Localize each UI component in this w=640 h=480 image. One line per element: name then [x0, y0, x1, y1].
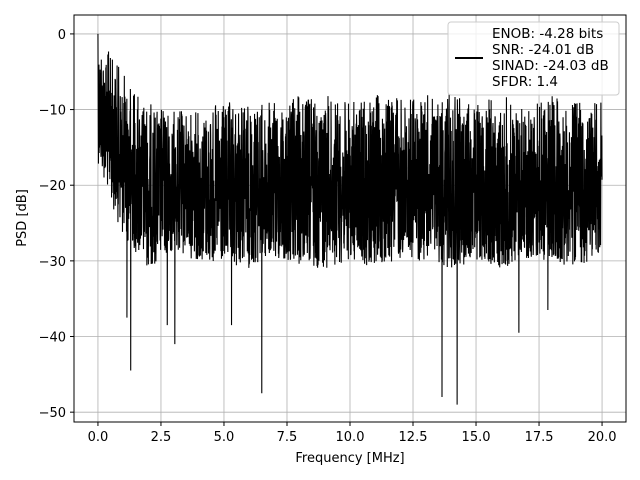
y-tick-label: −10 [39, 104, 66, 119]
x-axis-label: Frequency [MHz] [295, 451, 404, 466]
y-tick-label: −30 [39, 255, 66, 270]
x-tick-label: 17.5 [525, 430, 554, 445]
y-tick-label: −20 [39, 179, 66, 194]
y-ticks: 0 −10 −20 −30 −40 −50 [39, 28, 74, 421]
psd-trace [97, 33, 603, 405]
x-tick-label: 5.0 [214, 430, 235, 445]
x-tick-label: 10.0 [336, 430, 365, 445]
x-tick-label: 15.0 [462, 430, 491, 445]
x-tick-label: 0.0 [88, 430, 109, 445]
legend-text-sfdr: SFDR: 1.4 [492, 74, 558, 90]
legend-text-enob: ENOB: -4.28 bits [492, 26, 603, 42]
legend: ENOB: -4.28 bits SNR: -24.01 dB SINAD: -… [447, 21, 620, 96]
y-tick-label: 0 [58, 28, 66, 43]
psd-series [97, 33, 603, 405]
x-tick-label: 20.0 [588, 430, 617, 445]
y-tick-label: −50 [39, 406, 66, 421]
y-tick-label: −40 [39, 331, 66, 346]
x-ticks: 0.0 2.5 5.0 7.5 10.0 12.5 15.0 17.5 20.0 [88, 422, 617, 445]
x-tick-label: 2.5 [151, 430, 172, 445]
legend-text-snr: SNR: -24.01 dB [492, 42, 594, 58]
x-tick-label: 7.5 [277, 430, 298, 445]
x-tick-label: 12.5 [399, 430, 428, 445]
y-axis-label: PSD [dB] [15, 189, 30, 247]
legend-text-sinad: SINAD: -24.03 dB [492, 58, 609, 74]
legend-box [447, 21, 620, 96]
